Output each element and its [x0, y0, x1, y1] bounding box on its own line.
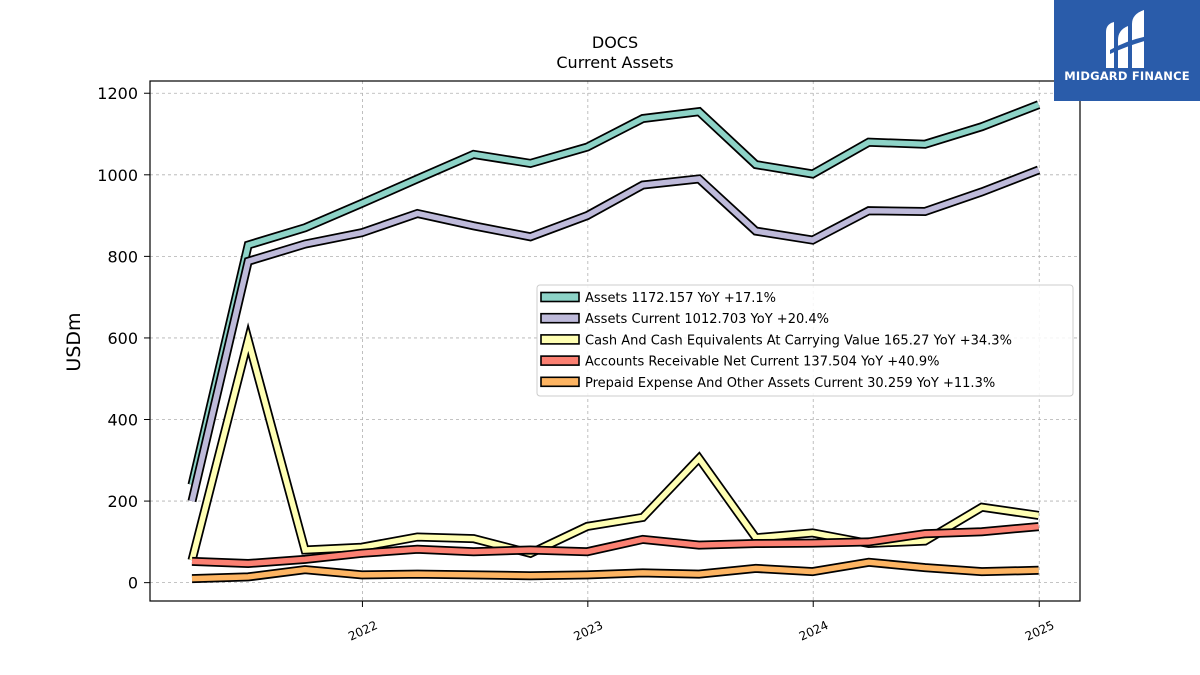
legend-swatch [540, 291, 580, 303]
chart-title: DOCS [592, 33, 638, 52]
series-prepaid-expense-and-other-assets-current [191, 557, 1039, 584]
x-tick-label: 2023 [571, 618, 605, 644]
y-tick-label: 400 [107, 411, 138, 430]
x-tick-label: 2025 [1023, 618, 1057, 644]
logo-mark-icon [1106, 10, 1148, 68]
series-assets-current [187, 165, 1041, 503]
legend-box [536, 284, 1074, 397]
legend: Assets 1172.157 YoY +17.1% Assets Current… [536, 284, 1074, 397]
legend-swatch [540, 376, 580, 388]
y-tick-label: 600 [107, 329, 138, 348]
plot-frame [149, 80, 1081, 602]
y-tick-label: 800 [107, 247, 138, 266]
legend-entry: Prepaid Expense And Other Assets Current… [585, 376, 995, 391]
x-tick-label: 2022 [346, 618, 380, 644]
legend-entry: Assets 1172.157 YoY +17.1% [585, 291, 776, 306]
chart-subtitle: Current Assets [556, 53, 673, 72]
series-accounts-receivable-net-current [191, 522, 1040, 569]
series-line [189, 102, 1040, 486]
legend-swatch [540, 312, 580, 324]
series-assets [187, 100, 1041, 486]
y-tick-label: 200 [107, 492, 138, 511]
y-tick-label: 1000 [97, 166, 138, 185]
y-tick-label: 0 [128, 574, 138, 593]
legend-entry: Cash And Cash Equivalents At Carrying Va… [585, 333, 1012, 348]
y-tick-label: 1200 [97, 84, 138, 103]
logo-text: MIDGARD FINANCE [1064, 69, 1190, 83]
series-layer [187, 100, 1041, 584]
legend-swatch [540, 355, 580, 366]
legend-entry: Accounts Receivable Net Current 137.504 … [585, 355, 940, 370]
series-line [191, 559, 1039, 582]
midgard-finance-logo: MIDGARD FINANCE [1054, 0, 1200, 101]
series-line [191, 523, 1039, 567]
x-tick-label: 2024 [797, 618, 831, 644]
y-axis-label: USDm [63, 312, 85, 371]
legend-entry: Assets Current 1012.703 YoY +20.4% [585, 312, 829, 327]
series-line [189, 167, 1040, 502]
legend-swatch [540, 334, 580, 345]
